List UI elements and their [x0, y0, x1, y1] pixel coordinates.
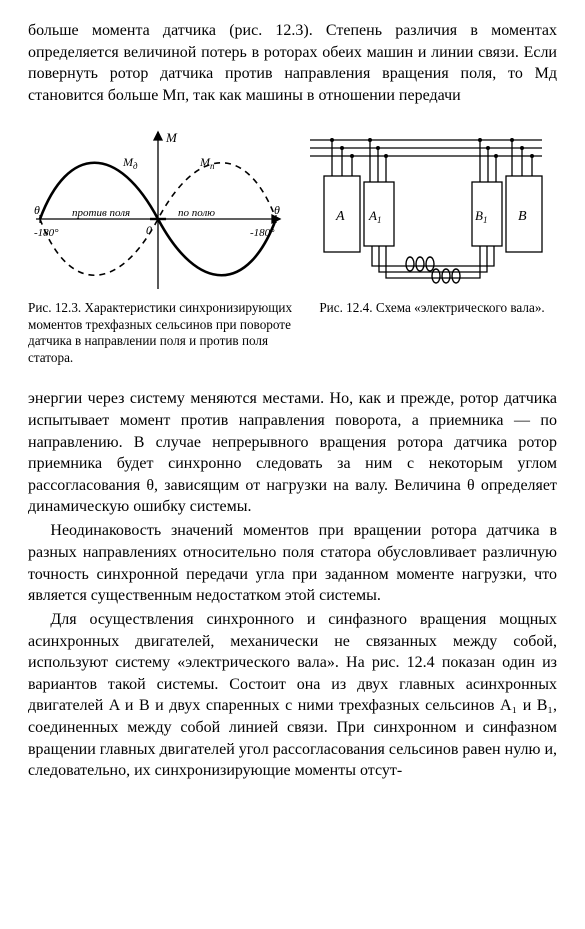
- theta-right: θ: [274, 203, 280, 217]
- machine-a-label: A: [335, 209, 345, 224]
- caption-12-4: Рис. 12.4. Схема «электрического вала».: [319, 300, 557, 366]
- paragraph-a: энергии через систему меняются местами. …: [28, 388, 557, 518]
- minus180-left: -180°: [34, 227, 59, 239]
- figure-12-4: A A1 B1 B: [306, 124, 557, 294]
- theta-left: θ: [34, 203, 40, 217]
- figure-12-3-svg: M Mд Mп θ θ -180° -180° 0 против поля по…: [28, 124, 288, 294]
- region-against: против поля: [72, 207, 130, 219]
- curve-label-md: Mд: [122, 155, 138, 171]
- origin-zero: 0: [146, 223, 152, 237]
- region-with: по полю: [178, 207, 215, 219]
- paragraph-b: Неодинаковость значений моментов при вра…: [28, 520, 557, 606]
- axis-label-m: M: [165, 130, 178, 145]
- figure-row: M Mд Mп θ θ -180° -180° 0 против поля по…: [28, 124, 557, 294]
- paragraph-top: больше момента датчика (рис. 12.3). Степ…: [28, 20, 557, 106]
- paragraph-c: Для осуществления синхронного и синфазно…: [28, 609, 557, 782]
- figure-12-3: M Mд Mп θ θ -180° -180° 0 против поля по…: [28, 124, 288, 294]
- curve-label-mp: Mп: [199, 155, 215, 171]
- minus180-right: -180°: [250, 227, 275, 239]
- caption-row: Рис. 12.3. Характеристики синхронизирующ…: [28, 300, 557, 366]
- caption-12-3: Рис. 12.3. Характеристики синхронизирующ…: [28, 300, 301, 366]
- machine-b-label: B: [518, 209, 527, 224]
- figure-12-4-svg: A A1 B1 B: [306, 124, 546, 294]
